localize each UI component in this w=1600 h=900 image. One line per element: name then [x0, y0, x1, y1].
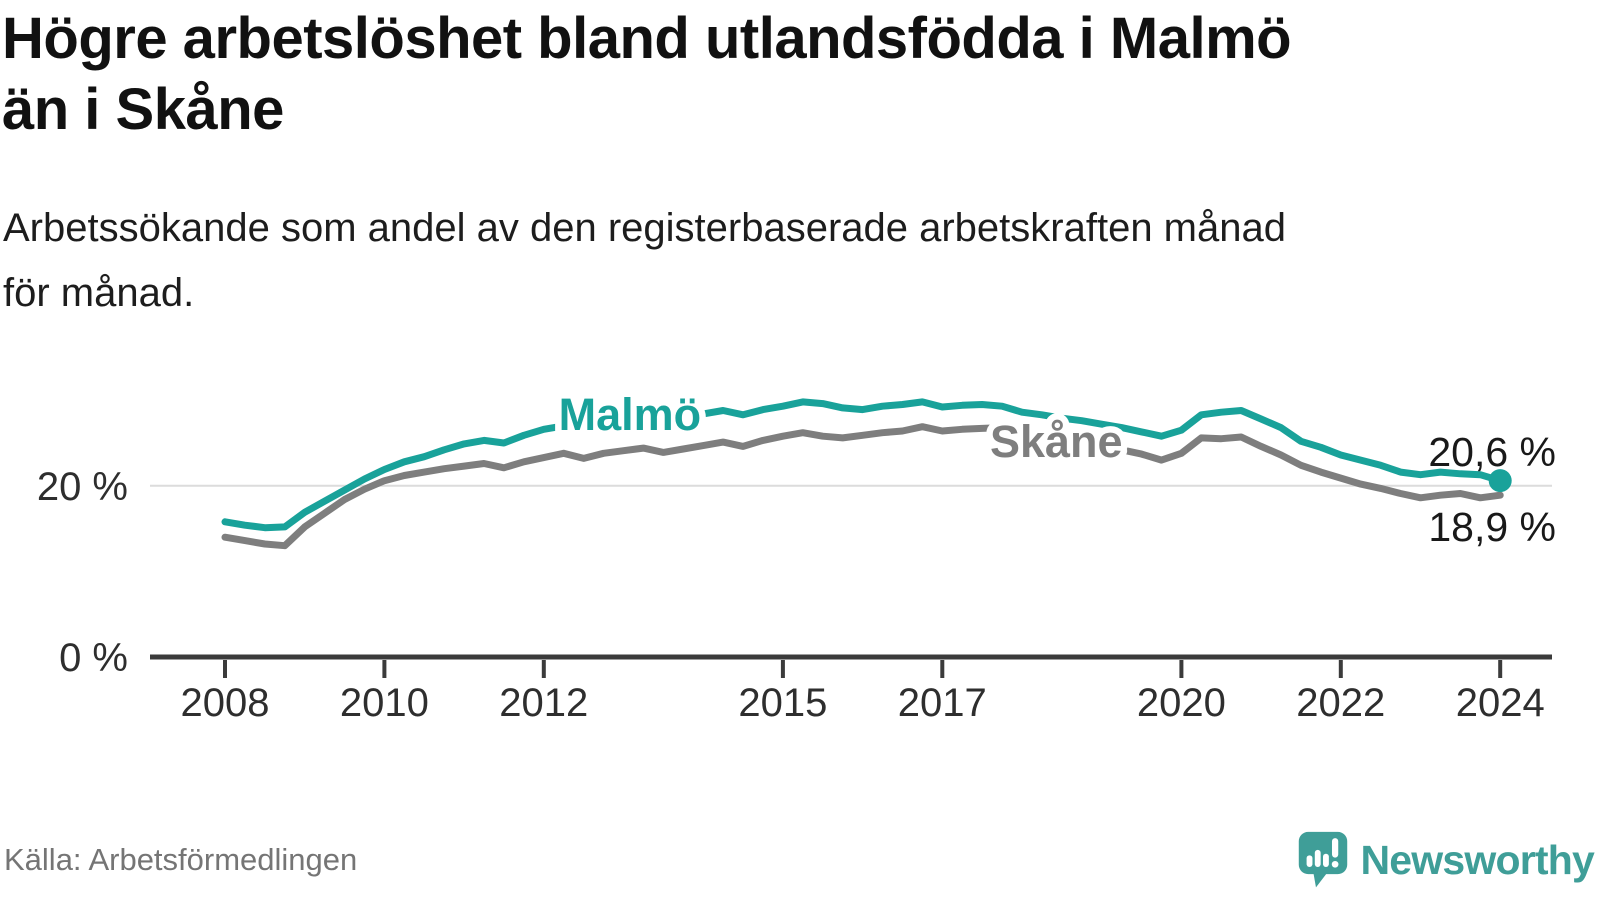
- page-title-line-1: Högre arbetslöshet bland utlandsfödda i …: [2, 6, 1292, 71]
- series-label-skne: Skåne: [990, 416, 1123, 467]
- x-tick-label-2012: 2012: [499, 681, 588, 720]
- x-tick-label-2010: 2010: [340, 681, 429, 720]
- y-tick-label-0: 0 %: [59, 636, 128, 680]
- newsworthy-logo: Newsworthy: [1298, 831, 1595, 889]
- x-tick-label-2015: 2015: [738, 681, 827, 720]
- series-line-malm: [221, 398, 1504, 532]
- x-tick-label-2017: 2017: [898, 681, 987, 720]
- end-value-label-malm: 20,6 %: [1428, 429, 1556, 475]
- unemployment-line-chart: 2008 2010 2012 2015 2017 2020 2022 2024 20 % 0 % S…: [37, 383, 1556, 726]
- y-tick-label-20: 20 %: [37, 465, 128, 509]
- source-note: Källa: Arbetsförmedlingen: [4, 842, 358, 877]
- newsworthy-bubble-chart-icon: [1298, 831, 1347, 888]
- x-tick-label-2020: 2020: [1137, 681, 1226, 720]
- end-dot-malm: [1488, 469, 1512, 493]
- series-label-malm: Malmö: [559, 389, 702, 440]
- chart-subtitle-line-2: för månad.: [3, 270, 195, 315]
- end-value-label-skne: 18,9 %: [1428, 504, 1556, 550]
- x-tick-label-2008: 2008: [181, 681, 270, 720]
- page-title: Högre arbetslöshet bland utlandsfödda i …: [2, 4, 1598, 146]
- x-tick-label-2022: 2022: [1296, 681, 1385, 720]
- line-chart-area: 2008 2010 2012 2015 2017 2020 2022 2024 20 % 0 % S…: [0, 340, 1600, 726]
- chart-subtitle: Arbetssökande som andel av den registerb…: [3, 196, 1563, 326]
- chart-subtitle-line-1: Arbetssökande som andel av den registerb…: [3, 206, 1286, 250]
- page-title-line-2: än i Skåne: [2, 76, 284, 142]
- brand-name: Newsworthy: [1360, 836, 1595, 883]
- x-tick-label-2024: 2024: [1456, 681, 1545, 720]
- series-line-skne: [221, 423, 1504, 550]
